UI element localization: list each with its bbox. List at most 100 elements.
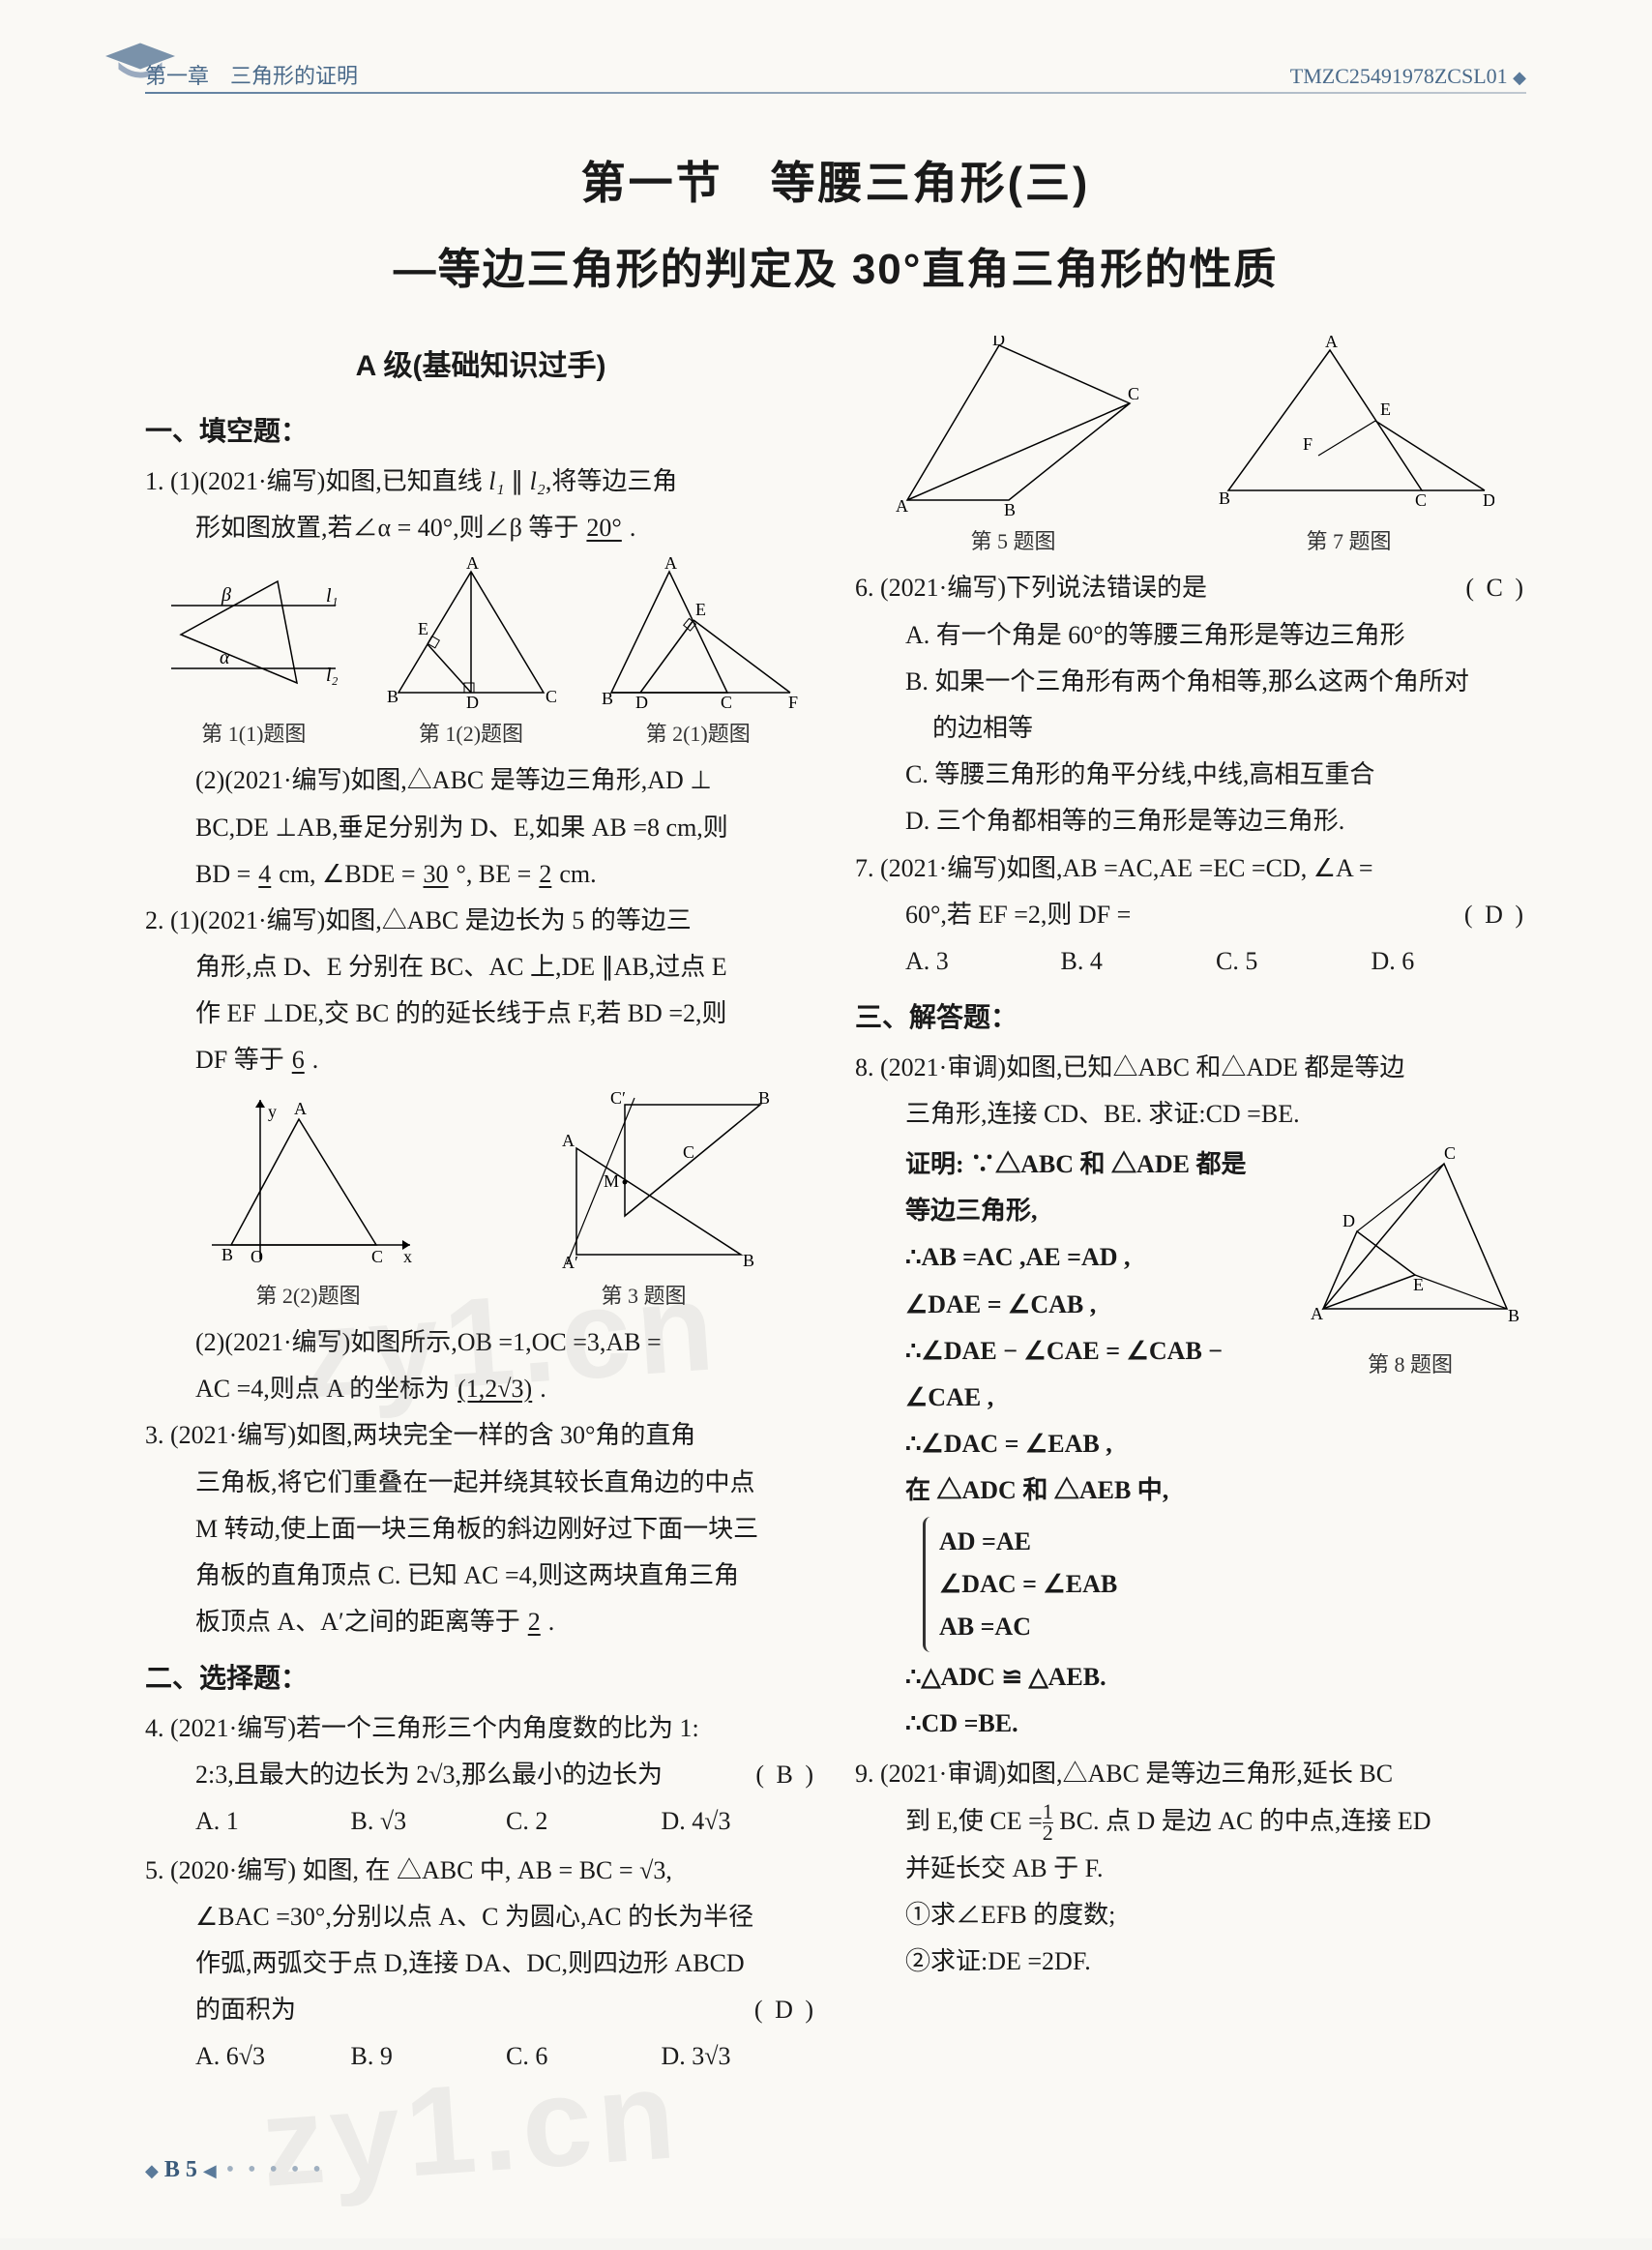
q3-b: 三角板,将它们重叠在一起并绕其较长直角边的中点: [145, 1462, 816, 1504]
q5-options: A. 6√3 B. 9 C. 6 D. 3√3: [145, 2035, 816, 2078]
figcaption: 第 8 题图: [1294, 1347, 1526, 1382]
svg-text:B: B: [1219, 488, 1230, 508]
answer-blank: 2: [531, 860, 559, 888]
choice-answer: ( D ): [1464, 894, 1526, 936]
svg-text:C′: C′: [610, 1090, 626, 1108]
q1-2-b: BC,DE ⊥AB,垂足分别为 D、E,如果 AB =8 cm,则: [145, 807, 816, 849]
q2-1-c: 作 EF ⊥DE,交 BC 的的延长线于点 F,若 BD =2,则: [145, 992, 816, 1035]
title-sub: —等边三角形的判定及 30°直角三角形的性质: [145, 234, 1526, 307]
svg-text:A′: A′: [562, 1253, 578, 1272]
q9-e: ②求证:DE =2DF.: [855, 1940, 1526, 1983]
svg-text:l₂: l₂: [326, 665, 339, 686]
q2-1-d: DF 等于6.: [145, 1039, 816, 1081]
svg-text:D: D: [992, 336, 1005, 349]
svg-text:D: D: [466, 693, 479, 712]
page: zy1.cn zy1.cn 第一章 三角形的证明 TMZC25491978ZCS…: [0, 0, 1652, 2238]
svg-text:A: A: [294, 1099, 307, 1118]
svg-text:C: C: [683, 1142, 694, 1162]
svg-text:β: β: [221, 584, 231, 606]
svg-text:A: A: [562, 1131, 575, 1150]
proof-line: ∠CAE ,: [855, 1377, 1284, 1419]
svg-text:B: B: [743, 1251, 754, 1270]
svg-text:x: x: [403, 1247, 412, 1266]
figcaption: 第 1(2)题图: [379, 716, 563, 752]
q2-2-a: (2)(2021·编写)如图所示,OB =1,OC =3,AB =: [145, 1321, 816, 1364]
svg-text:A: A: [1325, 336, 1338, 351]
q6-optB1: B. 如果一个三角形有两个角相等,那么这两个角所对: [855, 661, 1526, 703]
svg-text:C: C: [1444, 1143, 1456, 1163]
answer-blank: 4: [251, 860, 279, 888]
header-rule: [145, 92, 1526, 94]
svg-text:E: E: [418, 619, 428, 638]
proof-line: 证明: ∵△ABC 和 △ADE 都是: [855, 1143, 1284, 1186]
fig-3: A′ A B B′ C′ C M 第 3 题图: [518, 1090, 770, 1314]
q6-optB2: 的边相等: [855, 707, 1526, 750]
svg-text:C: C: [1415, 490, 1427, 510]
two-column-body: A 级(基础知识过手) 一、填空题： 1. (1)(2021·编写)如图,已知直…: [145, 326, 1526, 2084]
choice-answer: ( D ): [754, 1989, 816, 2031]
svg-text:B: B: [1508, 1306, 1519, 1325]
figcaption: 第 2(2)题图: [192, 1278, 425, 1314]
svg-text:E: E: [695, 600, 706, 619]
svg-text:E: E: [1380, 400, 1391, 419]
brace-line: AD =AE: [939, 1521, 1284, 1563]
q9-c: 并延长交 AB 于 F.: [855, 1848, 1526, 1890]
choice-answer: ( B ): [755, 1754, 816, 1796]
svg-text:O: O: [251, 1247, 263, 1266]
option-a: A. 1: [195, 1800, 351, 1843]
figcaption: 第 2(1)题图: [597, 716, 800, 752]
q3-d: 角板的直角顶点 C. 已知 AC =4,则这两块直角三角: [145, 1554, 816, 1597]
q5-b: ∠BAC =30°,分别以点 A、C 为圆心,AC 的长为半径: [145, 1896, 816, 1939]
section-fill-blank: 一、填空题：: [145, 408, 816, 455]
q4-b: 2:3,且最大的边长为 2√3,那么最小的边长为( B ): [145, 1754, 816, 1796]
option-b: B. 9: [351, 2035, 507, 2078]
proof-line: 等边三角形,: [855, 1190, 1284, 1232]
option-b: B. 4: [1061, 940, 1217, 983]
proof-line: ∴∠DAC = ∠EAB ,: [855, 1423, 1284, 1465]
answer-blank: (1,2√3): [450, 1375, 540, 1403]
q3-e: 板顶点 A、A′之间的距离等于2.: [145, 1601, 816, 1643]
svg-text:M: M: [604, 1171, 619, 1191]
svg-text:F: F: [1303, 434, 1313, 454]
svg-text:B: B: [1004, 500, 1016, 519]
proof-line: ∴∠DAE − ∠CAE = ∠CAB −: [855, 1330, 1284, 1373]
q5-a: 5. (2020·编写) 如图, 在 △ABC 中, AB = BC = √3,: [145, 1850, 816, 1892]
q6-optD: D. 三个角都相等的三角形是等边三角形.: [855, 800, 1526, 843]
q4-a: 4. (2021·编写)若一个三角形三个内角度数的比为 1:: [145, 1707, 816, 1750]
figcaption: 第 5 题图: [888, 523, 1139, 559]
proof-line: ∠DAE = ∠CAB ,: [855, 1284, 1284, 1326]
svg-text:A: A: [664, 557, 677, 573]
var-l1: l₁: [488, 467, 504, 495]
page-footer: ◆ B 5 ◀ • • • • •: [145, 2150, 325, 2190]
q1-1-line1: 1. (1)(2021·编写)如图,已知直线 l₁ ∥ l₂,将等边三角: [145, 460, 816, 503]
svg-text:C: C: [721, 693, 732, 712]
q7-a: 7. (2021·编写)如图,AB =AC,AE =EC =CD, ∠A =: [855, 847, 1526, 890]
title-main: 第一节 等腰三角形(三): [145, 145, 1526, 221]
fig-1-1: β α l₁ l₂ 第 1(1)题图: [162, 557, 345, 752]
q1-2-c: BD =4cm, ∠BDE =30°, BE =2cm.: [145, 853, 816, 896]
q1-1-line2: 形如图放置,若∠α = 40°,则∠β 等于20°.: [145, 507, 816, 549]
option-c: C. 6: [506, 2035, 662, 2078]
svg-text:F: F: [788, 693, 798, 712]
svg-text:E: E: [1413, 1275, 1424, 1294]
fig-7: A B C D E F 第 7 题图: [1204, 336, 1494, 559]
option-d: D. 6: [1372, 940, 1527, 983]
header-code: TMZC25491978ZCSL01 ◆: [1290, 58, 1526, 94]
q9-d: ①求∠EFB 的度数;: [855, 1894, 1526, 1937]
option-c: C. 5: [1216, 940, 1372, 983]
q3-c: M 转动,使上面一块三角板的斜边刚好过下面一块三: [145, 1508, 816, 1551]
q8-a: 8. (2021·审调)如图,已知△ABC 和△ADE 都是等边: [855, 1047, 1526, 1089]
svg-text:B: B: [387, 687, 398, 706]
section-choice: 二、选择题：: [145, 1655, 816, 1702]
q2-1-a: 2. (1)(2021·编写)如图,△ABC 是边长为 5 的等边三: [145, 900, 816, 942]
figcaption: 第 1(1)题图: [162, 716, 345, 752]
option-c: C. 2: [506, 1800, 662, 1843]
fig-1-2: A B E D C 第 1(2)题图: [379, 557, 563, 752]
q6-optA: A. 有一个角是 60°的等腰三角形是等边三角形: [855, 614, 1526, 657]
answer-blank: 20°: [578, 514, 629, 542]
svg-text:A: A: [466, 557, 479, 573]
answer-blank: 30: [416, 860, 457, 888]
svg-text:A: A: [896, 496, 908, 516]
q9-a: 9. (2021·审调)如图,△ABC 是等边三角形,延长 BC: [855, 1753, 1526, 1795]
brace-line: AB =AC: [939, 1606, 1284, 1648]
